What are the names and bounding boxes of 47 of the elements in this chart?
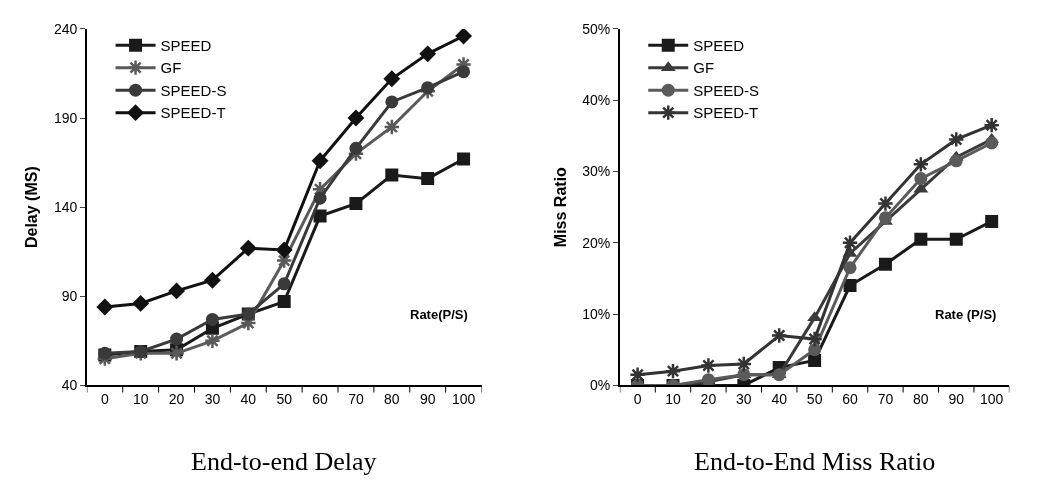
x-tick-label: 100 xyxy=(980,390,1004,407)
x-tick-label: 60 xyxy=(312,390,329,407)
x-tick-label: 10 xyxy=(665,390,681,407)
legend-label: SPEED-S xyxy=(693,81,760,99)
x-tick-label: 100 xyxy=(451,390,476,407)
x-tick-label: 80 xyxy=(384,390,400,407)
x-tick-label: 70 xyxy=(877,390,894,407)
x-tick-label: 90 xyxy=(948,390,965,407)
legend-label: GF xyxy=(693,59,715,77)
x-tick-label: 0 xyxy=(100,390,109,407)
legend-label: SPEED xyxy=(160,36,212,54)
legend-label: SPEED-T xyxy=(160,104,226,122)
y-tick-label: 190 xyxy=(53,109,78,126)
y-tick-label: 40% xyxy=(582,92,611,109)
x-tick-label: 70 xyxy=(348,390,364,407)
x-tick-label: 50 xyxy=(276,390,293,407)
y-tick-label: 10% xyxy=(582,306,611,322)
x-tick-label: 40 xyxy=(771,390,788,407)
y-tick-label: 50% xyxy=(582,20,611,37)
x-tick-label: 30 xyxy=(736,390,752,407)
x-tick-label: 40 xyxy=(240,390,257,407)
x-tick-label: 50 xyxy=(806,390,823,407)
legend-label: GF xyxy=(160,59,182,77)
x-tick-label: 80 xyxy=(913,390,929,407)
text: End-to-end Delay xyxy=(191,447,377,476)
x-axis-title: Rate (P/S) xyxy=(935,307,997,322)
x-tick-label: 30 xyxy=(204,390,221,407)
x-tick-label: 60 xyxy=(842,390,859,407)
y-tick-label: 40 xyxy=(61,377,78,394)
y-tick-label: 240 xyxy=(53,20,78,37)
x-tick-label: 20 xyxy=(168,390,185,407)
x-tick-label: 10 xyxy=(132,390,149,407)
y-axis-title: Delay (MS) xyxy=(23,166,41,249)
y-axis-title: Miss Ratio xyxy=(551,166,569,248)
legend-label: SPEED xyxy=(693,36,745,54)
y-tick-label: 140 xyxy=(53,199,78,216)
legend-label: SPEED-T xyxy=(693,104,759,122)
y-tick-label: 0% xyxy=(590,377,611,394)
x-axis-title: Rate(P/S) xyxy=(410,307,468,322)
x-tick-label: 0 xyxy=(633,390,642,407)
y-tick-label: 20% xyxy=(582,234,611,251)
text: End-to-End Miss Ratio xyxy=(694,447,936,476)
y-tick-label: 30% xyxy=(582,163,611,180)
x-tick-label: 20 xyxy=(700,390,717,407)
y-tick-label: 90 xyxy=(61,288,78,305)
legend-label: SPEED-S xyxy=(160,81,227,99)
x-tick-label: 90 xyxy=(419,390,436,407)
